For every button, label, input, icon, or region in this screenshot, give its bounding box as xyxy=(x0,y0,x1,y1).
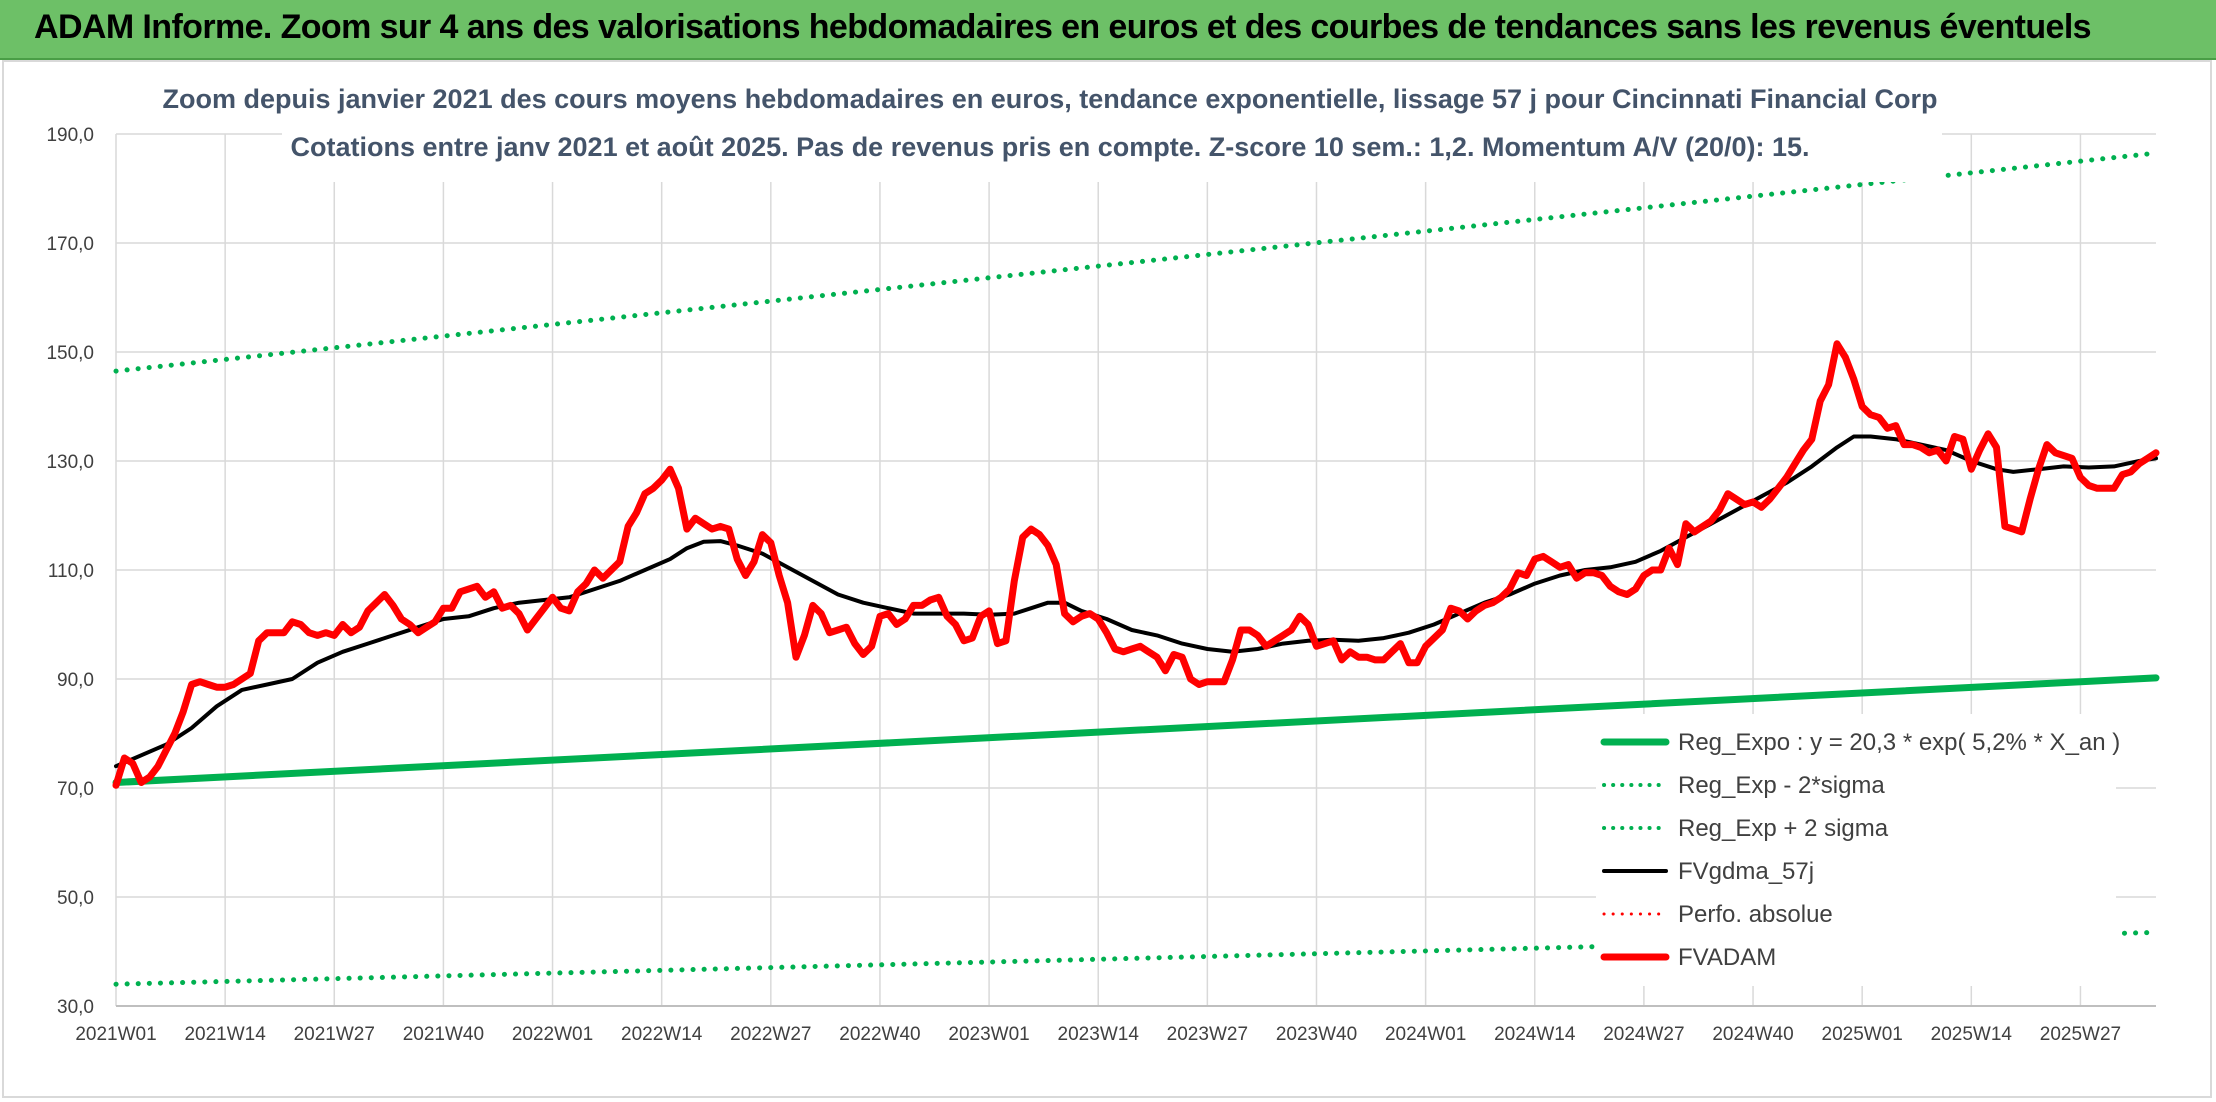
legend: Reg_Expo : y = 20,3 * exp( 5,2% * X_an )… xyxy=(1596,714,2120,986)
chart-title-line: Zoom depuis janvier 2021 des cours moyen… xyxy=(162,84,1937,114)
gridlines xyxy=(115,133,2156,1007)
x-tick-label: 2021W27 xyxy=(294,1024,375,1045)
chart-title-line: Cotations entre janv 2021 et août 2025. … xyxy=(290,132,1809,162)
y-tick-label: 50,0 xyxy=(57,888,94,909)
x-tick-label: 2023W40 xyxy=(1276,1024,1357,1045)
legend-label: Reg_Expo : y = 20,3 * exp( 5,2% * X_an ) xyxy=(1678,729,2120,756)
y-tick-label: 90,0 xyxy=(57,670,94,691)
x-tick-label: 2023W27 xyxy=(1167,1024,1248,1045)
x-tick-label: 2024W01 xyxy=(1385,1024,1466,1045)
y-tick-label: 170,0 xyxy=(46,234,94,255)
legend-label: FVgdma_57j xyxy=(1678,858,1814,885)
legend-label: Perfo. absolue xyxy=(1678,901,1833,928)
y-tick-label: 30,0 xyxy=(57,997,94,1018)
y-tick-label: 130,0 xyxy=(46,452,94,473)
report-banner: ADAM Informe. Zoom sur 4 ans des valoris… xyxy=(0,0,2216,60)
series-line-5 xyxy=(112,340,2160,789)
x-tick-label: 2025W27 xyxy=(2040,1024,2121,1045)
x-tick-label: 2024W40 xyxy=(1712,1024,1793,1045)
y-tick-label: 70,0 xyxy=(57,779,94,800)
chart-frame: 30,0 50,0 70,0 90,0 110,0 130,0 150,0 170,0 190,… xyxy=(2,60,2212,1098)
x-tick-label: 2022W01 xyxy=(512,1024,593,1045)
legend-label: Reg_Exp - 2*sigma xyxy=(1678,772,1885,799)
x-tick-label: 2022W40 xyxy=(839,1024,920,1045)
x-tick-label: 2021W14 xyxy=(184,1024,266,1045)
x-tick-label: 2025W14 xyxy=(1931,1024,2013,1045)
legend-background xyxy=(1596,714,2116,986)
series-line-0 xyxy=(112,674,2160,786)
x-tick-label: 2025W01 xyxy=(1822,1024,1903,1045)
y-tick-label: 110,0 xyxy=(48,561,94,582)
y-tick-label: 190,0 xyxy=(46,125,94,146)
title-background xyxy=(282,64,1942,182)
series-line-3 xyxy=(114,434,2158,769)
line-chart: 30,0 50,0 70,0 90,0 110,0 130,0 150,0 170,0 190,… xyxy=(46,64,2160,1045)
x-tick-label: 2021W01 xyxy=(75,1024,156,1045)
banner-title: ADAM Informe. Zoom sur 4 ans des valoris… xyxy=(34,8,2092,46)
x-tick-label: 2021W40 xyxy=(403,1024,484,1045)
x-tick-label: 2023W14 xyxy=(1058,1024,1140,1045)
legend-label: FVADAM xyxy=(1678,944,1776,971)
legend-label: Reg_Exp + 2 sigma xyxy=(1678,815,1889,842)
x-tick-label: 2024W27 xyxy=(1603,1024,1684,1045)
x-tick-label: 2023W01 xyxy=(948,1024,1029,1045)
y-axis: 30,0 50,0 70,0 90,0 110,0 130,0 150,0 170,0 190,… xyxy=(46,125,94,1018)
y-tick-label: 150,0 xyxy=(46,343,94,364)
x-tick-label: 2022W14 xyxy=(621,1024,703,1045)
x-tick-label: 2024W14 xyxy=(1494,1024,1576,1045)
chart-title-block: Zoom depuis janvier 2021 des cours moyen… xyxy=(162,64,1942,182)
x-tick-label: 2022W27 xyxy=(730,1024,811,1045)
x-axis: 2021W01 2021W14 2021W27 2021W40 2022W01 2022W… xyxy=(75,1024,2121,1045)
series-line-2 xyxy=(113,150,2159,374)
